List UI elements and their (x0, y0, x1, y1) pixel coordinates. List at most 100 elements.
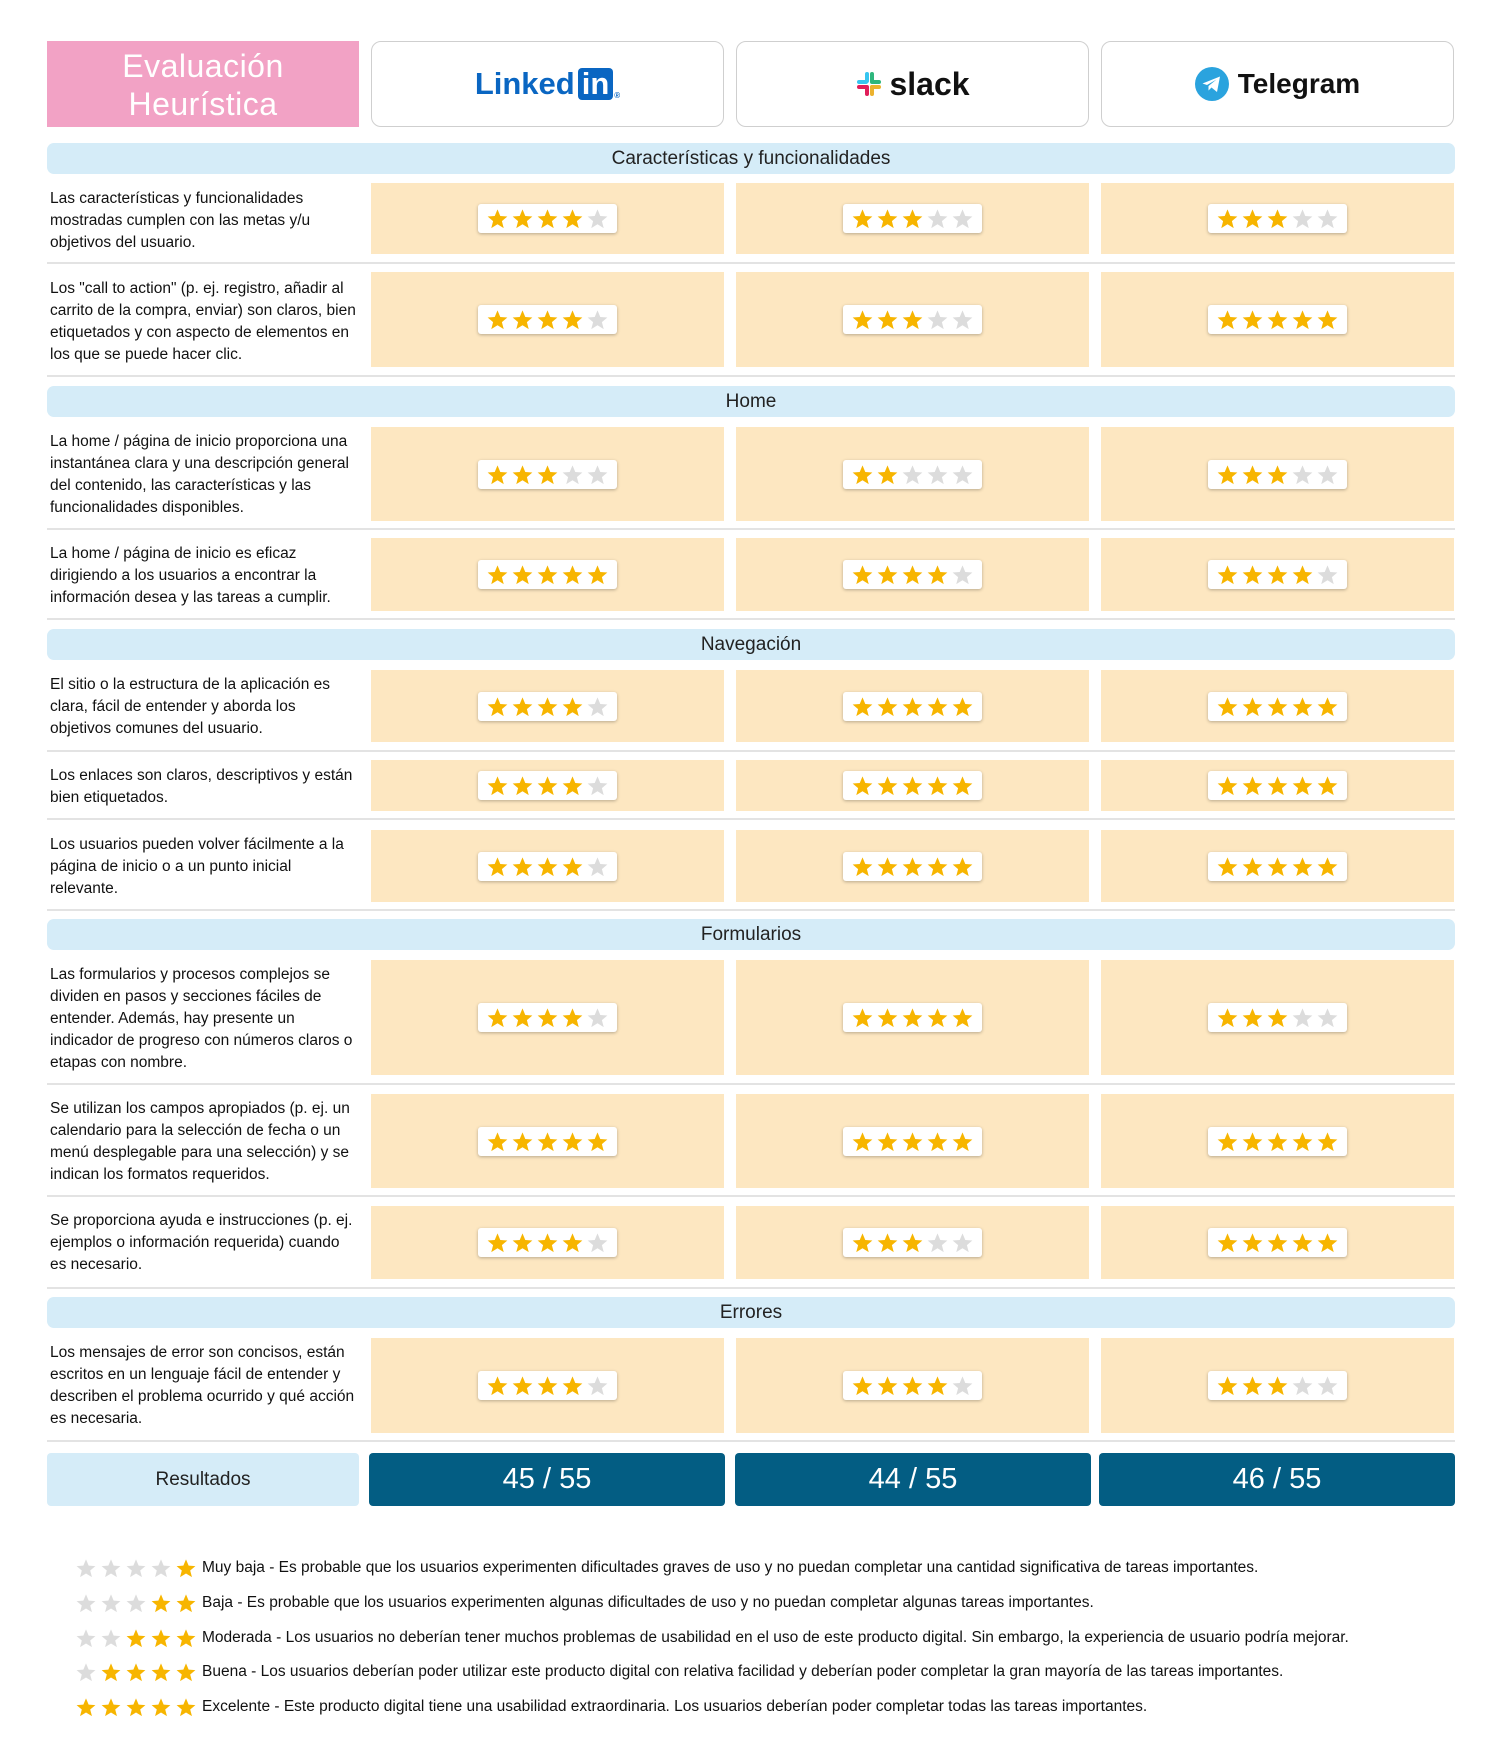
star-filled-icon (852, 1008, 873, 1028)
star-empty-icon (952, 209, 973, 229)
star-empty-icon (126, 1558, 146, 1577)
slack-header: slack (736, 41, 1089, 127)
star-filled-icon (1292, 1233, 1313, 1253)
star-empty-icon (76, 1593, 96, 1612)
star-filled-icon (537, 1233, 558, 1253)
linkedin-logo-text: Linked (474, 66, 575, 101)
star-filled-icon (927, 1008, 948, 1028)
star-rating (478, 691, 617, 721)
rating-cell-slack (736, 272, 1089, 367)
rating-cell-slack (736, 670, 1089, 742)
star-filled-icon (1242, 310, 1263, 330)
rating-cell-slack (736, 538, 1089, 611)
star-filled-icon (1242, 464, 1263, 484)
star-filled-icon (1242, 1008, 1263, 1028)
row-divider (47, 1083, 1455, 1085)
star-empty-icon (101, 1558, 121, 1577)
star-filled-icon (512, 856, 533, 876)
star-empty-icon (927, 464, 948, 484)
star-filled-icon (151, 1593, 171, 1612)
star-filled-icon (562, 310, 583, 330)
star-empty-icon (927, 1233, 948, 1253)
criterion-text: Los enlaces son claros, descriptivos y e… (50, 767, 353, 806)
star-filled-icon (1292, 1131, 1313, 1151)
star-filled-icon (1292, 696, 1313, 716)
star-filled-icon (1292, 310, 1313, 330)
star-filled-icon (562, 1233, 583, 1253)
rating-cell-telegram (1101, 1094, 1454, 1188)
star-filled-icon (852, 464, 873, 484)
star-filled-icon (487, 696, 508, 716)
star-filled-icon (512, 310, 533, 330)
star-empty-icon (587, 464, 608, 484)
star-rating (1208, 1371, 1347, 1400)
star-filled-icon (877, 1376, 898, 1396)
star-filled-icon (512, 565, 533, 585)
star-filled-icon (902, 776, 923, 796)
star-filled-icon (562, 209, 583, 229)
criterion-text: Se utilizan los campos apropiados (p. ej… (50, 1100, 350, 1183)
rating-cell-telegram (1101, 183, 1454, 254)
star-filled-icon (512, 776, 533, 796)
row-divider (47, 1287, 1455, 1289)
rating-cell-linkedin (371, 760, 724, 811)
star-filled-icon (1217, 856, 1238, 876)
star-filled-icon (512, 1376, 533, 1396)
star-filled-icon (877, 1131, 898, 1151)
star-empty-icon (1292, 1008, 1313, 1028)
star-rating (843, 691, 982, 721)
star-filled-icon (562, 776, 583, 796)
star-rating (478, 459, 617, 489)
star-filled-icon (1267, 1376, 1288, 1396)
star-filled-icon (902, 1376, 923, 1396)
linkedin-header: Linked in ® (371, 41, 724, 127)
star-filled-icon (126, 1628, 146, 1647)
star-filled-icon (562, 856, 583, 876)
star-empty-icon (76, 1662, 96, 1681)
star-filled-icon (562, 565, 583, 585)
slack-hash-icon (857, 72, 882, 96)
star-filled-icon (76, 1697, 96, 1716)
rating-cell-linkedin (371, 538, 724, 611)
star-empty-icon (101, 1593, 121, 1612)
star-filled-icon (512, 1131, 533, 1151)
star-filled-icon (1217, 1376, 1238, 1396)
star-empty-icon (76, 1628, 96, 1647)
rating-cell-linkedin (371, 1206, 724, 1279)
star-filled-icon (852, 1376, 873, 1396)
telegram-header: Telegram (1101, 41, 1454, 127)
score-telegram: 46 / 55 (1099, 1453, 1455, 1506)
star-filled-icon (1317, 776, 1338, 796)
star-filled-icon (176, 1697, 196, 1716)
star-filled-icon (537, 1008, 558, 1028)
star-filled-icon (877, 310, 898, 330)
star-rating (1208, 771, 1347, 800)
star-filled-icon (902, 696, 923, 716)
star-filled-icon (562, 1376, 583, 1396)
star-filled-icon (487, 1131, 508, 1151)
star-empty-icon (562, 464, 583, 484)
star-filled-icon (852, 1131, 873, 1151)
star-filled-icon (512, 1008, 533, 1028)
star-filled-icon (487, 1376, 508, 1396)
rating-cell-slack (736, 1206, 1089, 1279)
rating-cell-telegram (1101, 670, 1454, 742)
star-filled-icon (562, 1131, 583, 1151)
star-rating (843, 1228, 982, 1257)
star-rating (843, 1003, 982, 1032)
star-rating (478, 1126, 617, 1156)
star-empty-icon (76, 1558, 96, 1577)
star-filled-icon (512, 209, 533, 229)
star-filled-icon (1217, 209, 1238, 229)
star-filled-icon (1217, 776, 1238, 796)
star-filled-icon (852, 565, 873, 585)
star-filled-icon (537, 696, 558, 716)
star-filled-icon (902, 1233, 923, 1253)
rating-cell-linkedin (371, 670, 724, 742)
star-filled-icon (487, 209, 508, 229)
row-divider (47, 909, 1455, 911)
star-filled-icon (1292, 565, 1313, 585)
star-empty-icon (927, 310, 948, 330)
legend-stars (75, 1697, 197, 1718)
score-linkedin: 45 / 55 (369, 1453, 725, 1506)
